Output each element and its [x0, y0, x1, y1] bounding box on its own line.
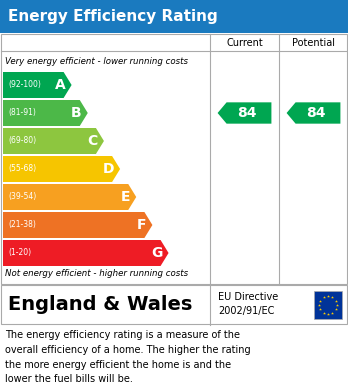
Text: E: E [121, 190, 130, 204]
Text: 84: 84 [306, 106, 325, 120]
Polygon shape [287, 102, 340, 124]
Text: (55-68): (55-68) [8, 165, 36, 174]
Text: D: D [103, 162, 114, 176]
Polygon shape [218, 102, 271, 124]
Text: (92-100): (92-100) [8, 81, 41, 90]
Text: C: C [88, 134, 98, 148]
Bar [1, 34, 347, 284]
Text: Very energy efficient - lower running costs: Very energy efficient - lower running co… [5, 57, 188, 66]
Text: (39-54): (39-54) [8, 192, 36, 201]
Bar [1, 285, 347, 324]
Polygon shape [3, 212, 152, 238]
Text: 2002/91/EC: 2002/91/EC [218, 306, 274, 316]
Text: England & Wales: England & Wales [8, 296, 192, 314]
Text: EU Directive: EU Directive [218, 292, 278, 302]
Text: A: A [55, 78, 66, 92]
Bar [314, 291, 342, 319]
Polygon shape [3, 156, 120, 182]
Polygon shape [3, 240, 168, 266]
Text: (81-91): (81-91) [8, 108, 36, 118]
Text: (1-20): (1-20) [8, 249, 31, 258]
Polygon shape [3, 128, 104, 154]
Text: Energy Efficiency Rating: Energy Efficiency Rating [8, 9, 218, 24]
Polygon shape [3, 184, 136, 210]
Text: The energy efficiency rating is a measure of the
overall efficiency of a home. T: The energy efficiency rating is a measur… [5, 330, 251, 384]
Text: 84: 84 [237, 106, 256, 120]
Bar [0, 0, 348, 33]
Polygon shape [3, 72, 72, 98]
Text: (21-38): (21-38) [8, 221, 36, 230]
Text: F: F [137, 218, 147, 232]
Text: (69-80): (69-80) [8, 136, 36, 145]
Text: G: G [151, 246, 163, 260]
Polygon shape [3, 100, 88, 126]
Text: Potential: Potential [292, 38, 335, 48]
Text: Not energy efficient - higher running costs: Not energy efficient - higher running co… [5, 269, 188, 278]
Text: B: B [71, 106, 82, 120]
Text: Current: Current [226, 38, 263, 48]
